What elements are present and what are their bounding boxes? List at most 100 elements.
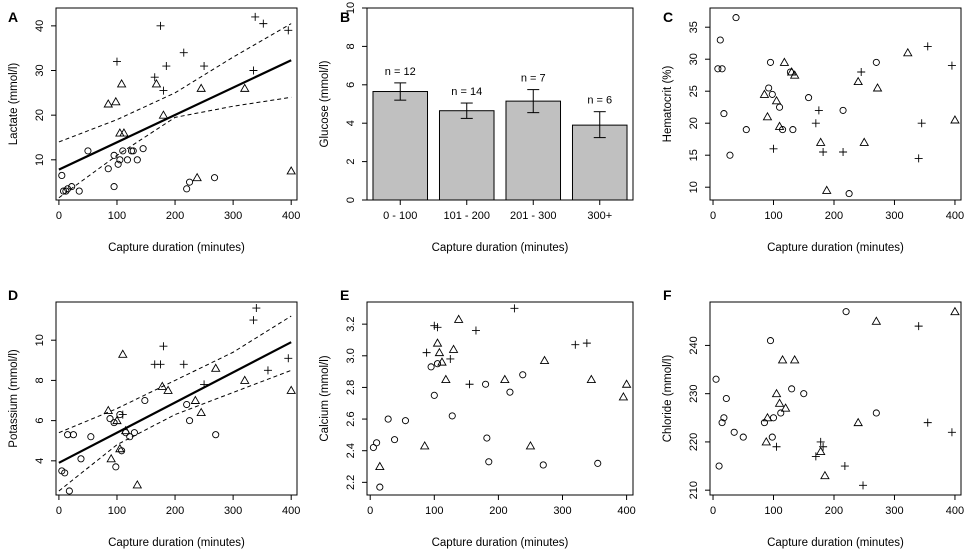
point-circle [110, 183, 118, 191]
x-tick-label: 300+ [587, 210, 612, 222]
bar [505, 100, 562, 201]
point-triangle [779, 57, 790, 66]
point-plus [200, 380, 209, 389]
y-tick-label: 2.2 [345, 475, 357, 490]
y-tick-label: 4 [34, 458, 46, 464]
y-tick-label: 25 [688, 85, 700, 97]
x-tick-label: 300 [885, 505, 903, 517]
point-circle [839, 106, 847, 114]
plot-frame [55, 7, 298, 201]
point-plus [159, 86, 168, 95]
x-tick-label: 300 [224, 210, 242, 222]
plot-frame [55, 301, 298, 496]
panel-label: C [663, 9, 673, 25]
point-circle [64, 431, 72, 439]
point-circle [127, 147, 136, 155]
x-tick-label: 200 [166, 210, 184, 222]
point-triangle [853, 76, 863, 86]
y-tick-label: 8 [34, 377, 46, 383]
point-plus [914, 322, 923, 331]
x-tick-label: 300 [224, 505, 242, 517]
point-triangle [103, 99, 114, 108]
x-axis-label: Capture duration (minutes) [767, 242, 904, 254]
point-plus [284, 26, 293, 35]
x-tick-label: 200 [166, 505, 184, 517]
x-tick-label: 0 [367, 505, 373, 517]
point-plus [471, 326, 480, 335]
point-triangle [774, 121, 785, 130]
point-triangle [132, 480, 143, 489]
point-triangle [872, 83, 883, 92]
y-tick-label: 2 [345, 159, 357, 165]
point-plus [179, 48, 188, 57]
point-circle [715, 462, 723, 470]
point-circle [64, 185, 72, 193]
point-circle [186, 417, 194, 425]
point-plus [249, 316, 258, 325]
point-circle [732, 14, 740, 22]
y-tick-label: 10 [34, 334, 46, 346]
point-circle [384, 415, 392, 423]
point-plus [159, 342, 168, 351]
point-circle [842, 308, 850, 316]
y-tick-label: 30 [34, 64, 46, 76]
x-tick-label: 100 [764, 210, 782, 222]
point-circle [776, 103, 784, 111]
point-triangle [103, 405, 114, 415]
point-triangle [871, 316, 882, 325]
point-circle [482, 380, 490, 388]
point-triangle [192, 172, 202, 182]
point-circle [712, 375, 720, 383]
point-triangle [762, 412, 773, 422]
y-axis-label: Chloride (mmol/l) [662, 355, 674, 443]
x-axis-label: Capture duration (minutes) [767, 537, 904, 549]
y-tick-label: 4 [345, 120, 357, 126]
point-plus [819, 442, 828, 451]
point-circle [106, 415, 114, 423]
point-plus [772, 442, 781, 451]
point-plus [840, 462, 849, 471]
point-triangle [151, 78, 162, 88]
point-plus [917, 119, 926, 128]
point-circle [872, 409, 880, 417]
point-circle [61, 469, 69, 477]
point-circle [87, 433, 95, 441]
point-triangle [375, 461, 385, 470]
point-circle [506, 388, 514, 396]
point-circle [58, 171, 66, 179]
point-circle [186, 178, 194, 186]
point-circle [765, 84, 773, 92]
point-triangle [116, 78, 127, 88]
point-triangle [196, 407, 206, 417]
point-plus [571, 340, 580, 349]
panel-a-lactate: A Lactate (mmol/l) Capture duration (minut… [8, 7, 300, 254]
point-plus [510, 304, 519, 313]
point-circle [768, 90, 776, 98]
point-triangle [759, 89, 770, 98]
point-circle [116, 156, 124, 164]
x-tick-label: 101 - 200 [444, 210, 490, 222]
y-tick-label: 220 [688, 433, 700, 451]
regression-line [58, 341, 292, 464]
point-plus [200, 62, 209, 71]
point-circle [104, 165, 112, 173]
x-tick-label: 400 [282, 505, 300, 517]
point-circle [845, 190, 853, 198]
x-tick-label: 300 [885, 210, 903, 222]
point-triangle [120, 425, 131, 435]
x-tick-label: 200 [825, 210, 843, 222]
point-circle [114, 160, 122, 168]
point-plus [422, 348, 431, 357]
point-plus [465, 380, 474, 389]
x-tick-label: 100 [108, 505, 126, 517]
y-tick-label: 10 [34, 154, 46, 166]
point-circle [369, 443, 377, 452]
point-circle [448, 412, 456, 420]
point-triangle [500, 374, 510, 383]
point-plus [816, 437, 825, 446]
sample-size-label: n = 12 [385, 66, 416, 78]
point-triangle [786, 67, 797, 76]
point-triangle [586, 374, 597, 383]
point-circle [730, 428, 738, 436]
x-axis-label: Capture duration (minutes) [108, 537, 245, 549]
